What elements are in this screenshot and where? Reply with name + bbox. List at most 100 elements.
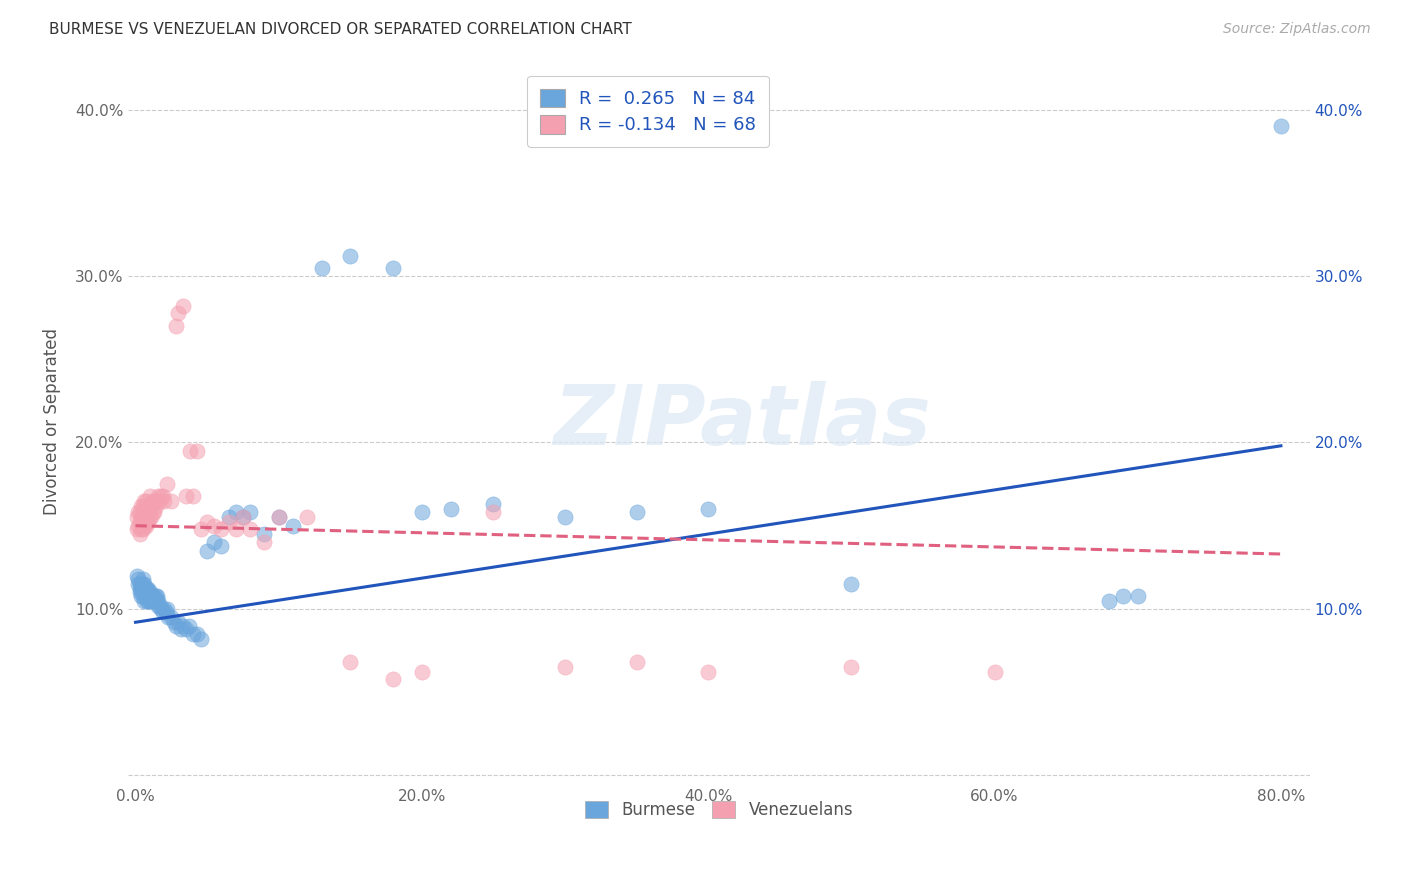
Point: [163, 615, 186, 630]
Point: [153, 493, 176, 508]
Point: [554, 660, 576, 674]
Point: [156, 477, 179, 491]
Point: [138, 589, 160, 603]
Point: [128, 527, 150, 541]
Text: ZIPatlas: ZIPatlas: [554, 381, 932, 462]
Point: [134, 582, 156, 596]
Point: [439, 502, 461, 516]
Point: [165, 318, 187, 333]
Point: [127, 518, 149, 533]
Point: [697, 665, 720, 680]
Point: [125, 522, 148, 536]
Point: [172, 299, 194, 313]
Point: [202, 535, 225, 549]
Point: [135, 589, 157, 603]
Point: [143, 493, 166, 508]
Point: [135, 582, 157, 596]
Point: [190, 522, 212, 536]
Point: [697, 502, 720, 516]
Text: Source: ZipAtlas.com: Source: ZipAtlas.com: [1223, 22, 1371, 37]
Point: [141, 589, 163, 603]
Point: [195, 516, 218, 530]
Point: [134, 593, 156, 607]
Point: [128, 577, 150, 591]
Point: [145, 593, 167, 607]
Point: [139, 593, 162, 607]
Point: [134, 585, 156, 599]
Point: [138, 585, 160, 599]
Point: [135, 493, 157, 508]
Point: [239, 522, 262, 536]
Point: [142, 589, 165, 603]
Text: BURMESE VS VENEZUELAN DIVORCED OR SEPARATED CORRELATION CHART: BURMESE VS VENEZUELAN DIVORCED OR SEPARA…: [49, 22, 631, 37]
Point: [626, 505, 648, 519]
Point: [209, 522, 232, 536]
Point: [143, 505, 166, 519]
Point: [131, 522, 153, 536]
Point: [136, 502, 159, 516]
Point: [411, 665, 433, 680]
Point: [1126, 589, 1149, 603]
Point: [129, 522, 152, 536]
Point: [153, 602, 176, 616]
Point: [157, 610, 180, 624]
Point: [174, 489, 197, 503]
Point: [141, 593, 163, 607]
Point: [131, 589, 153, 603]
Point: [142, 505, 165, 519]
Point: [253, 527, 276, 541]
Point: [148, 593, 170, 607]
Point: [138, 502, 160, 516]
Point: [181, 489, 204, 503]
Point: [128, 585, 150, 599]
Point: [174, 622, 197, 636]
Point: [145, 589, 167, 603]
Point: [232, 510, 254, 524]
Point: [135, 518, 157, 533]
Point: [136, 589, 159, 603]
Point: [129, 582, 152, 596]
Point: [181, 627, 204, 641]
Point: [141, 499, 163, 513]
Point: [149, 599, 172, 613]
Point: [143, 593, 166, 607]
Point: [138, 593, 160, 607]
Point: [135, 585, 157, 599]
Point: [148, 489, 170, 503]
Point: [138, 582, 160, 596]
Point: [267, 510, 290, 524]
Point: [172, 618, 194, 632]
Point: [160, 610, 183, 624]
Point: [177, 618, 200, 632]
Point: [1098, 593, 1121, 607]
Point: [138, 516, 160, 530]
Point: [190, 632, 212, 646]
Point: [136, 593, 159, 607]
Point: [411, 505, 433, 519]
Point: [150, 489, 173, 503]
Point: [143, 589, 166, 603]
Point: [146, 493, 169, 508]
Point: [167, 305, 190, 319]
Point: [281, 518, 304, 533]
Point: [141, 510, 163, 524]
Point: [128, 505, 150, 519]
Point: [1112, 589, 1135, 603]
Point: [134, 518, 156, 533]
Point: [186, 443, 208, 458]
Point: [129, 499, 152, 513]
Point: [131, 577, 153, 591]
Point: [148, 599, 170, 613]
Y-axis label: Divorced or Separated: Divorced or Separated: [44, 328, 60, 516]
Point: [129, 577, 152, 591]
Point: [152, 489, 174, 503]
Point: [841, 660, 863, 674]
Point: [155, 605, 177, 619]
Point: [131, 499, 153, 513]
Point: [127, 505, 149, 519]
Point: [382, 672, 405, 686]
Point: [139, 585, 162, 599]
Point: [482, 505, 505, 519]
Point: [149, 493, 172, 508]
Point: [225, 505, 247, 519]
